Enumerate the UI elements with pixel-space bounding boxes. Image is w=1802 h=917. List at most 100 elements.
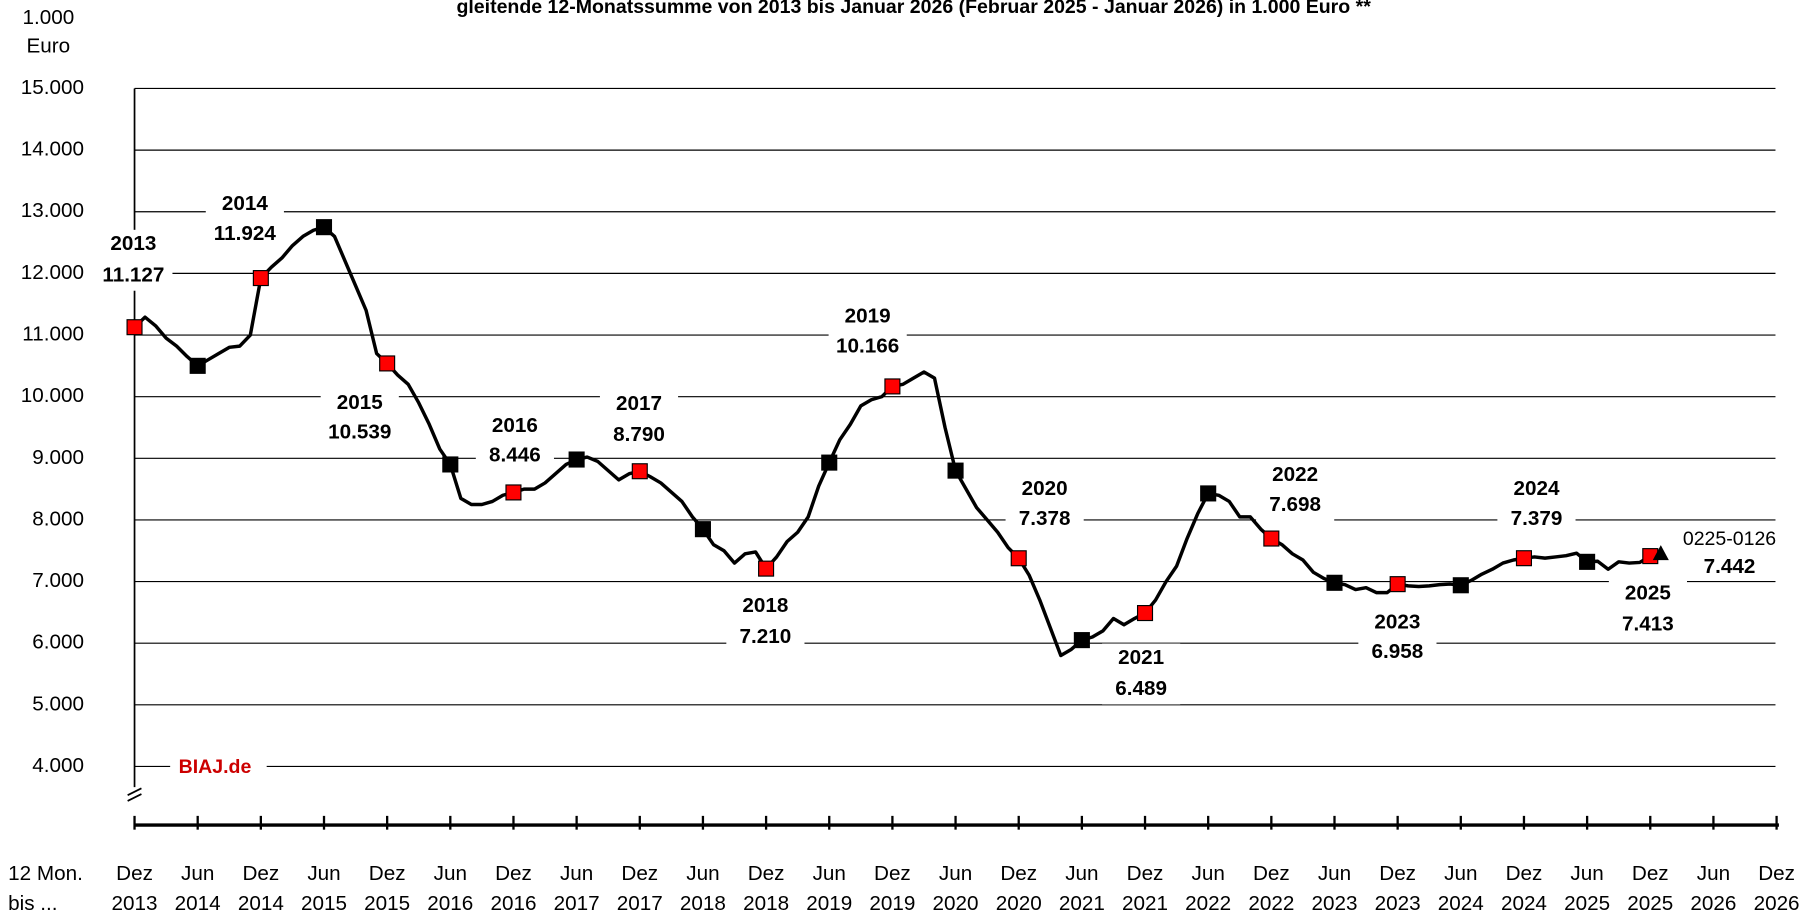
annotation-bg <box>828 302 907 362</box>
annotation-value: 8.446 <box>489 444 541 467</box>
annotation-bg <box>1102 643 1181 705</box>
marker <box>1073 632 1090 649</box>
y-tick-label: 5.000 <box>32 692 84 715</box>
x-tick-label: 2023 <box>1311 892 1357 915</box>
x-tick-label: 2026 <box>1690 892 1736 915</box>
annotation-label: 2017 <box>616 392 662 415</box>
source-bg <box>170 753 267 780</box>
x-tick-label: 2015 <box>364 892 410 915</box>
y-tick-label: 11.000 <box>22 322 84 345</box>
annotation-label: 2016 <box>492 414 538 437</box>
x-tick-label: 2022 <box>1248 892 1294 915</box>
axis-break <box>127 787 142 802</box>
x-tick-label: 2018 <box>743 892 789 915</box>
annotation-value: 8.790 <box>613 423 665 446</box>
y-tick-label: 7.000 <box>32 569 84 592</box>
y-unit: 1.000 <box>22 6 74 29</box>
x-tick-label: Jun <box>1444 862 1477 885</box>
marker <box>1515 550 1533 567</box>
annotation-bg <box>1608 579 1687 641</box>
plot: 4.000 5.000 6.000 7.000 8.000 9.000 10.000 11.0… <box>21 76 1800 915</box>
marker <box>1326 574 1343 591</box>
annotation-bg <box>205 189 284 250</box>
y-tick-label: 10.000 <box>21 384 84 407</box>
marker <box>1010 550 1027 567</box>
x-tick-label: Jun <box>939 862 972 885</box>
x-tick-label: 2023 <box>1375 892 1421 915</box>
annotation-label: 2022 <box>1272 463 1318 486</box>
y-tick-label: 14.000 <box>21 138 84 161</box>
y-tick-label: 15.000 <box>21 76 84 99</box>
annotation-label: 2013 <box>110 232 156 255</box>
x-tick-label: 2015 <box>301 892 347 915</box>
x-tick-label: Jun <box>813 862 846 885</box>
marker <box>694 521 711 538</box>
x-tick-label: Jun <box>560 862 593 885</box>
annotation-label: 2023 <box>1374 610 1420 633</box>
annotation-bg <box>475 411 554 472</box>
x-tick-label: Dez <box>1253 862 1290 885</box>
annotation-label: 2015 <box>337 391 383 414</box>
marker <box>1136 605 1154 622</box>
x-tick-label: Dez <box>369 862 406 885</box>
x-tick-label: Jun <box>307 862 340 885</box>
annotation-bg <box>1256 460 1335 521</box>
y-tick-label: 9.000 <box>32 446 84 469</box>
x-tick-label: Jun <box>1697 862 1730 885</box>
annotation-value: 11.924 <box>214 222 277 245</box>
annotation-bg <box>599 389 679 451</box>
x-tick-label: Dez <box>621 862 658 885</box>
marker <box>1389 576 1406 593</box>
y-tick-label: 8.000 <box>32 507 84 530</box>
x-tick-label: 2021 <box>1122 892 1168 915</box>
x-tick-label: Dez <box>874 862 911 885</box>
marker <box>442 456 459 473</box>
x-tick-label: Dez <box>1632 862 1669 885</box>
x-tick-label: Dez <box>1127 862 1164 885</box>
x-tick-label: 2025 <box>1564 892 1610 915</box>
x-tick-label: 2019 <box>806 892 852 915</box>
x-tick-label: 2016 <box>490 892 536 915</box>
annotation-bg <box>1497 474 1576 535</box>
x-tick-label: Jun <box>686 862 719 885</box>
x-tick-label: 2024 <box>1438 892 1484 915</box>
x-tick-label: Jun <box>181 862 214 885</box>
y-tick-label: 4.000 <box>32 754 84 777</box>
x-tick-label: Dez <box>1758 862 1795 885</box>
marker-triangle <box>1652 545 1669 561</box>
annotation-value: 10.166 <box>836 335 899 358</box>
x-tick-label: 2026 <box>1754 892 1800 915</box>
annotation-value: 6.489 <box>1115 677 1167 700</box>
source: BIAJ.de <box>179 756 252 778</box>
x-tick-label: Dez <box>1506 862 1543 885</box>
annotation-bg <box>320 388 399 449</box>
marker <box>1452 577 1469 594</box>
annotation-bg <box>726 591 805 653</box>
marker <box>947 462 964 479</box>
marker <box>1579 553 1596 570</box>
x-tick-label: Jun <box>1570 862 1603 885</box>
marker <box>631 463 648 480</box>
y-tick-label: 6.000 <box>32 631 84 654</box>
marker <box>252 270 269 287</box>
x-axis-label: 12 Mon. <box>8 862 83 885</box>
x-axis-label: bis ... <box>8 892 57 915</box>
x-tick-label: Jun <box>1192 862 1225 885</box>
x-tick-label: 2024 <box>1501 892 1547 915</box>
marker <box>1200 485 1217 502</box>
annotation-value: 7.442 <box>1704 555 1756 578</box>
x-tick-label: Dez <box>1379 862 1416 885</box>
marker <box>758 560 775 577</box>
marker <box>315 219 333 236</box>
annotation-value: 7.379 <box>1511 507 1563 530</box>
annotation-label: 2014 <box>222 192 268 215</box>
x-tick-label: 2022 <box>1185 892 1231 915</box>
annotation-value: 6.958 <box>1372 640 1424 663</box>
x-tick-label: 2019 <box>869 892 915 915</box>
annotation-value: 10.539 <box>328 421 391 444</box>
x-tick-label: Dez <box>495 862 532 885</box>
annotation-label: 0225-0126 <box>1683 528 1776 550</box>
marker <box>505 484 522 501</box>
x-tick-label: Jun <box>1318 862 1351 885</box>
marker <box>126 319 143 336</box>
